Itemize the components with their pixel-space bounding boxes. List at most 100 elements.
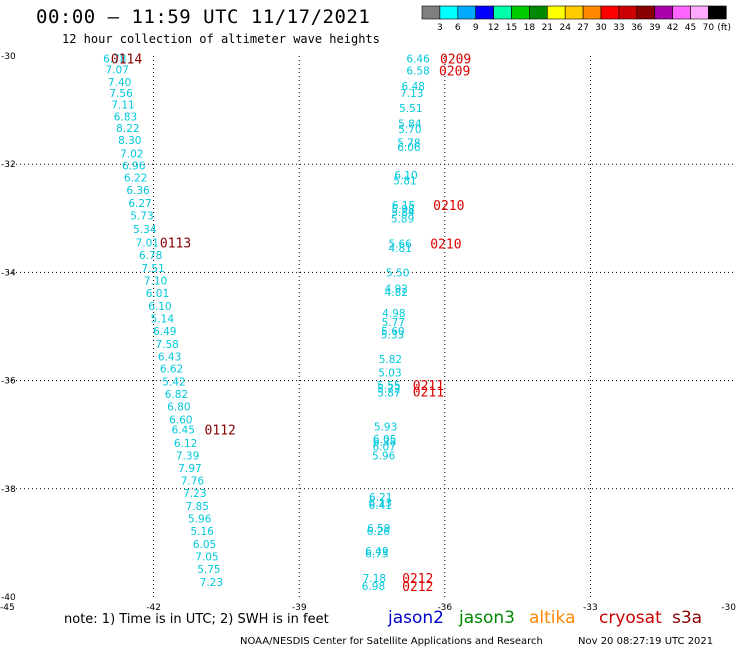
wave-height-value: 4.98	[382, 308, 405, 320]
wave-height-value: 5.77	[382, 317, 405, 329]
wave-height-value: 6.26	[367, 526, 391, 538]
pass-time-label: 0113	[160, 237, 191, 252]
wave-height-value: 6.48	[402, 81, 425, 93]
x-tick-label: -36	[437, 603, 452, 613]
units-note: note: 1) Time is in UTC; 2) SWH is in fe…	[64, 612, 329, 627]
y-tick-label: -36	[1, 377, 16, 387]
wave-height-value: 6.27	[128, 198, 151, 210]
satellite-legend-jason2: jason2	[388, 608, 444, 628]
wave-height-value: 6.82	[165, 389, 188, 401]
wave-height-value: 8.22	[116, 123, 139, 135]
wave-height-value: 5.73	[130, 211, 153, 223]
wave-height-value: 7.97	[178, 463, 201, 475]
wave-height-value: 5.03	[378, 367, 401, 379]
color-scale-tick: 12	[488, 23, 499, 33]
wave-height-value: 7.05	[195, 551, 218, 563]
wave-height-value: 6.15	[392, 200, 415, 212]
color-swatch	[457, 5, 476, 20]
color-scale-tick: 27	[577, 23, 588, 33]
wave-height-value: 5.75	[197, 564, 220, 576]
color-swatch	[511, 5, 530, 20]
wave-height-value: 5.89	[391, 213, 414, 225]
wave-height-value: 5.96	[372, 450, 396, 462]
wave-height-value: 6.78	[139, 250, 162, 262]
wave-height-value: 5.42	[162, 377, 185, 389]
wave-height-value: 5.66	[388, 239, 412, 251]
wave-height-value: 7.01	[136, 238, 159, 250]
pass-time-label: 0112	[205, 423, 236, 438]
color-swatch	[475, 5, 494, 20]
color-scale-tick: 6	[455, 23, 461, 33]
satellite-legend-s3a: s3a	[672, 608, 703, 628]
wave-height-value: 5.34	[133, 224, 157, 236]
color-swatch	[708, 5, 727, 20]
wave-height-value: 5.96	[188, 514, 212, 526]
wave-height-value: 6.75	[365, 549, 388, 561]
wave-height-value: 6.45	[172, 424, 195, 436]
wave-height-value: 6.21	[369, 492, 392, 504]
wave-height-value: 7.13	[400, 88, 423, 100]
wave-height-value: 5.50	[386, 267, 409, 279]
wave-height-value: 6.49	[153, 326, 176, 338]
color-scale-tick: 30	[595, 23, 607, 33]
wave-height-value: 7.23	[200, 577, 223, 589]
color-swatch	[421, 5, 441, 20]
wave-height-value: 5.78	[397, 138, 420, 150]
wave-height-value: 6.38	[373, 437, 396, 449]
wave-height-value: 5.81	[393, 175, 416, 187]
y-tick-label: -38	[1, 485, 16, 495]
satellite-legend-cryosat: cryosat	[599, 608, 662, 628]
pass-time-label: 0114	[111, 53, 142, 68]
color-swatch	[618, 5, 638, 20]
pass-time-label: 0210	[433, 199, 464, 214]
color-scale-unit: (ft)	[717, 23, 731, 33]
color-scale-legend: 3 6 9 12 15 18 21 24 27 30 33 36 39 42 45 70 (ft)	[421, 5, 731, 33]
wave-height-value: 6.07	[372, 442, 395, 454]
plot-axes: -45 -42 -39 -36 -33 -30 -30 -32 -34 -36 -38 -40	[0, 52, 736, 613]
wave-height-value: 5.16	[190, 526, 214, 538]
wave-height-value: 6.41	[369, 500, 392, 512]
color-scale-tick: 18	[524, 23, 536, 33]
satellite-legend-altika: altika	[529, 608, 576, 628]
color-scale-tick: 21	[542, 23, 553, 33]
y-tick-label: -32	[1, 160, 16, 170]
wave-height-value: 7.85	[186, 501, 209, 513]
wave-height-value: 7.56	[109, 88, 133, 100]
wave-height-value: 6.59	[367, 523, 390, 535]
wave-height-value: 6.22	[124, 173, 147, 185]
color-swatch	[600, 5, 620, 20]
wave-height-value: 5.60	[381, 326, 404, 338]
color-swatch	[636, 5, 655, 20]
wave-height-value: 6.01	[146, 288, 169, 300]
x-tick-label: -39	[292, 603, 307, 613]
wave-height-value: 6.05	[193, 539, 216, 551]
y-tick-label: -30	[1, 52, 16, 62]
wave-height-value: 6.80	[167, 402, 190, 414]
wave-height-value: 5.14	[151, 313, 175, 325]
pass-time-label: 0211	[413, 385, 444, 400]
color-scale-tick: 70	[703, 23, 715, 33]
wave-height-value: 6.83	[114, 112, 137, 124]
color-swatch	[672, 5, 691, 20]
pass-time-label: 0212	[402, 580, 433, 595]
wave-height-value: 6.96	[122, 160, 146, 172]
x-tick-label: -45	[0, 603, 15, 613]
wave-height-value: 6.62	[160, 364, 183, 376]
x-tick-label: -42	[146, 603, 161, 613]
wave-height-value: 5.84	[398, 119, 422, 131]
wave-height-value: 6.12	[174, 438, 197, 450]
wave-height-value: 4.92	[385, 284, 408, 296]
x-tick-label: -30	[721, 603, 736, 613]
wave-height-value: 6.13	[369, 497, 392, 509]
wave-height-value: 6.98	[362, 581, 385, 593]
color-swatch	[582, 5, 602, 20]
y-tick-label: -34	[1, 268, 16, 278]
wave-height-value: 6.60	[169, 415, 192, 427]
color-scale-tick: 42	[667, 23, 678, 33]
color-scale-tick: 9	[473, 23, 479, 33]
footer-timestamp: Nov 20 08:27:19 UTC 2021	[578, 636, 714, 647]
color-scale-tick: 39	[649, 23, 661, 33]
wave-height-value: 6.06	[397, 142, 421, 154]
wave-height-value: 5.98	[391, 204, 414, 216]
wave-height-value: 6.78	[103, 54, 126, 66]
